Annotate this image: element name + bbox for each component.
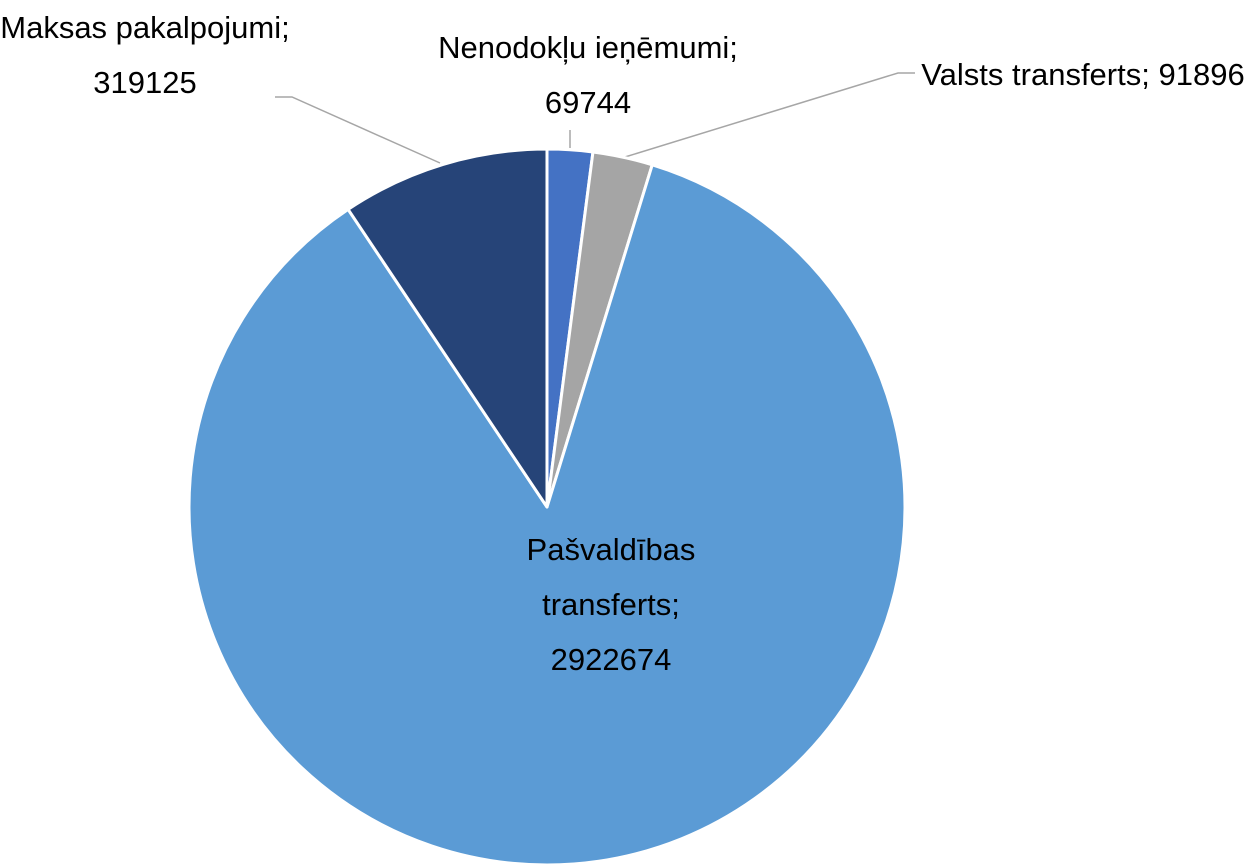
leader-line — [275, 96, 441, 164]
leader-lines — [275, 72, 915, 164]
label-value: 2922674 — [550, 642, 672, 677]
label-separator: ; — [1141, 57, 1150, 92]
pie-slice — [346, 147, 549, 509]
leader-line — [624, 72, 915, 158]
label-category: Nenodokļu ieņēmumi — [438, 30, 730, 65]
data-label: Nenodokļu ieņēmumi; 69744 — [398, 20, 778, 130]
label-separator: ; — [729, 30, 738, 65]
label-separator: ; — [281, 10, 290, 45]
label-category: Valsts transferts — [921, 57, 1142, 92]
label-value: 319125 — [93, 65, 197, 100]
label-category: Pašvaldības transferts — [526, 532, 696, 622]
label-category: Maksas pakalpojumi — [0, 10, 282, 45]
data-label: Pašvaldības transferts; 2922674 — [481, 522, 741, 687]
label-value: 91896 — [1158, 57, 1245, 92]
label-separator: ; — [671, 587, 680, 622]
label-value: 69744 — [544, 85, 632, 120]
data-label: Maksas pakalpojumi; 319125 — [0, 0, 290, 110]
data-label: Valsts transferts; 91896 — [908, 47, 1258, 102]
pie-slice — [187, 163, 907, 864]
